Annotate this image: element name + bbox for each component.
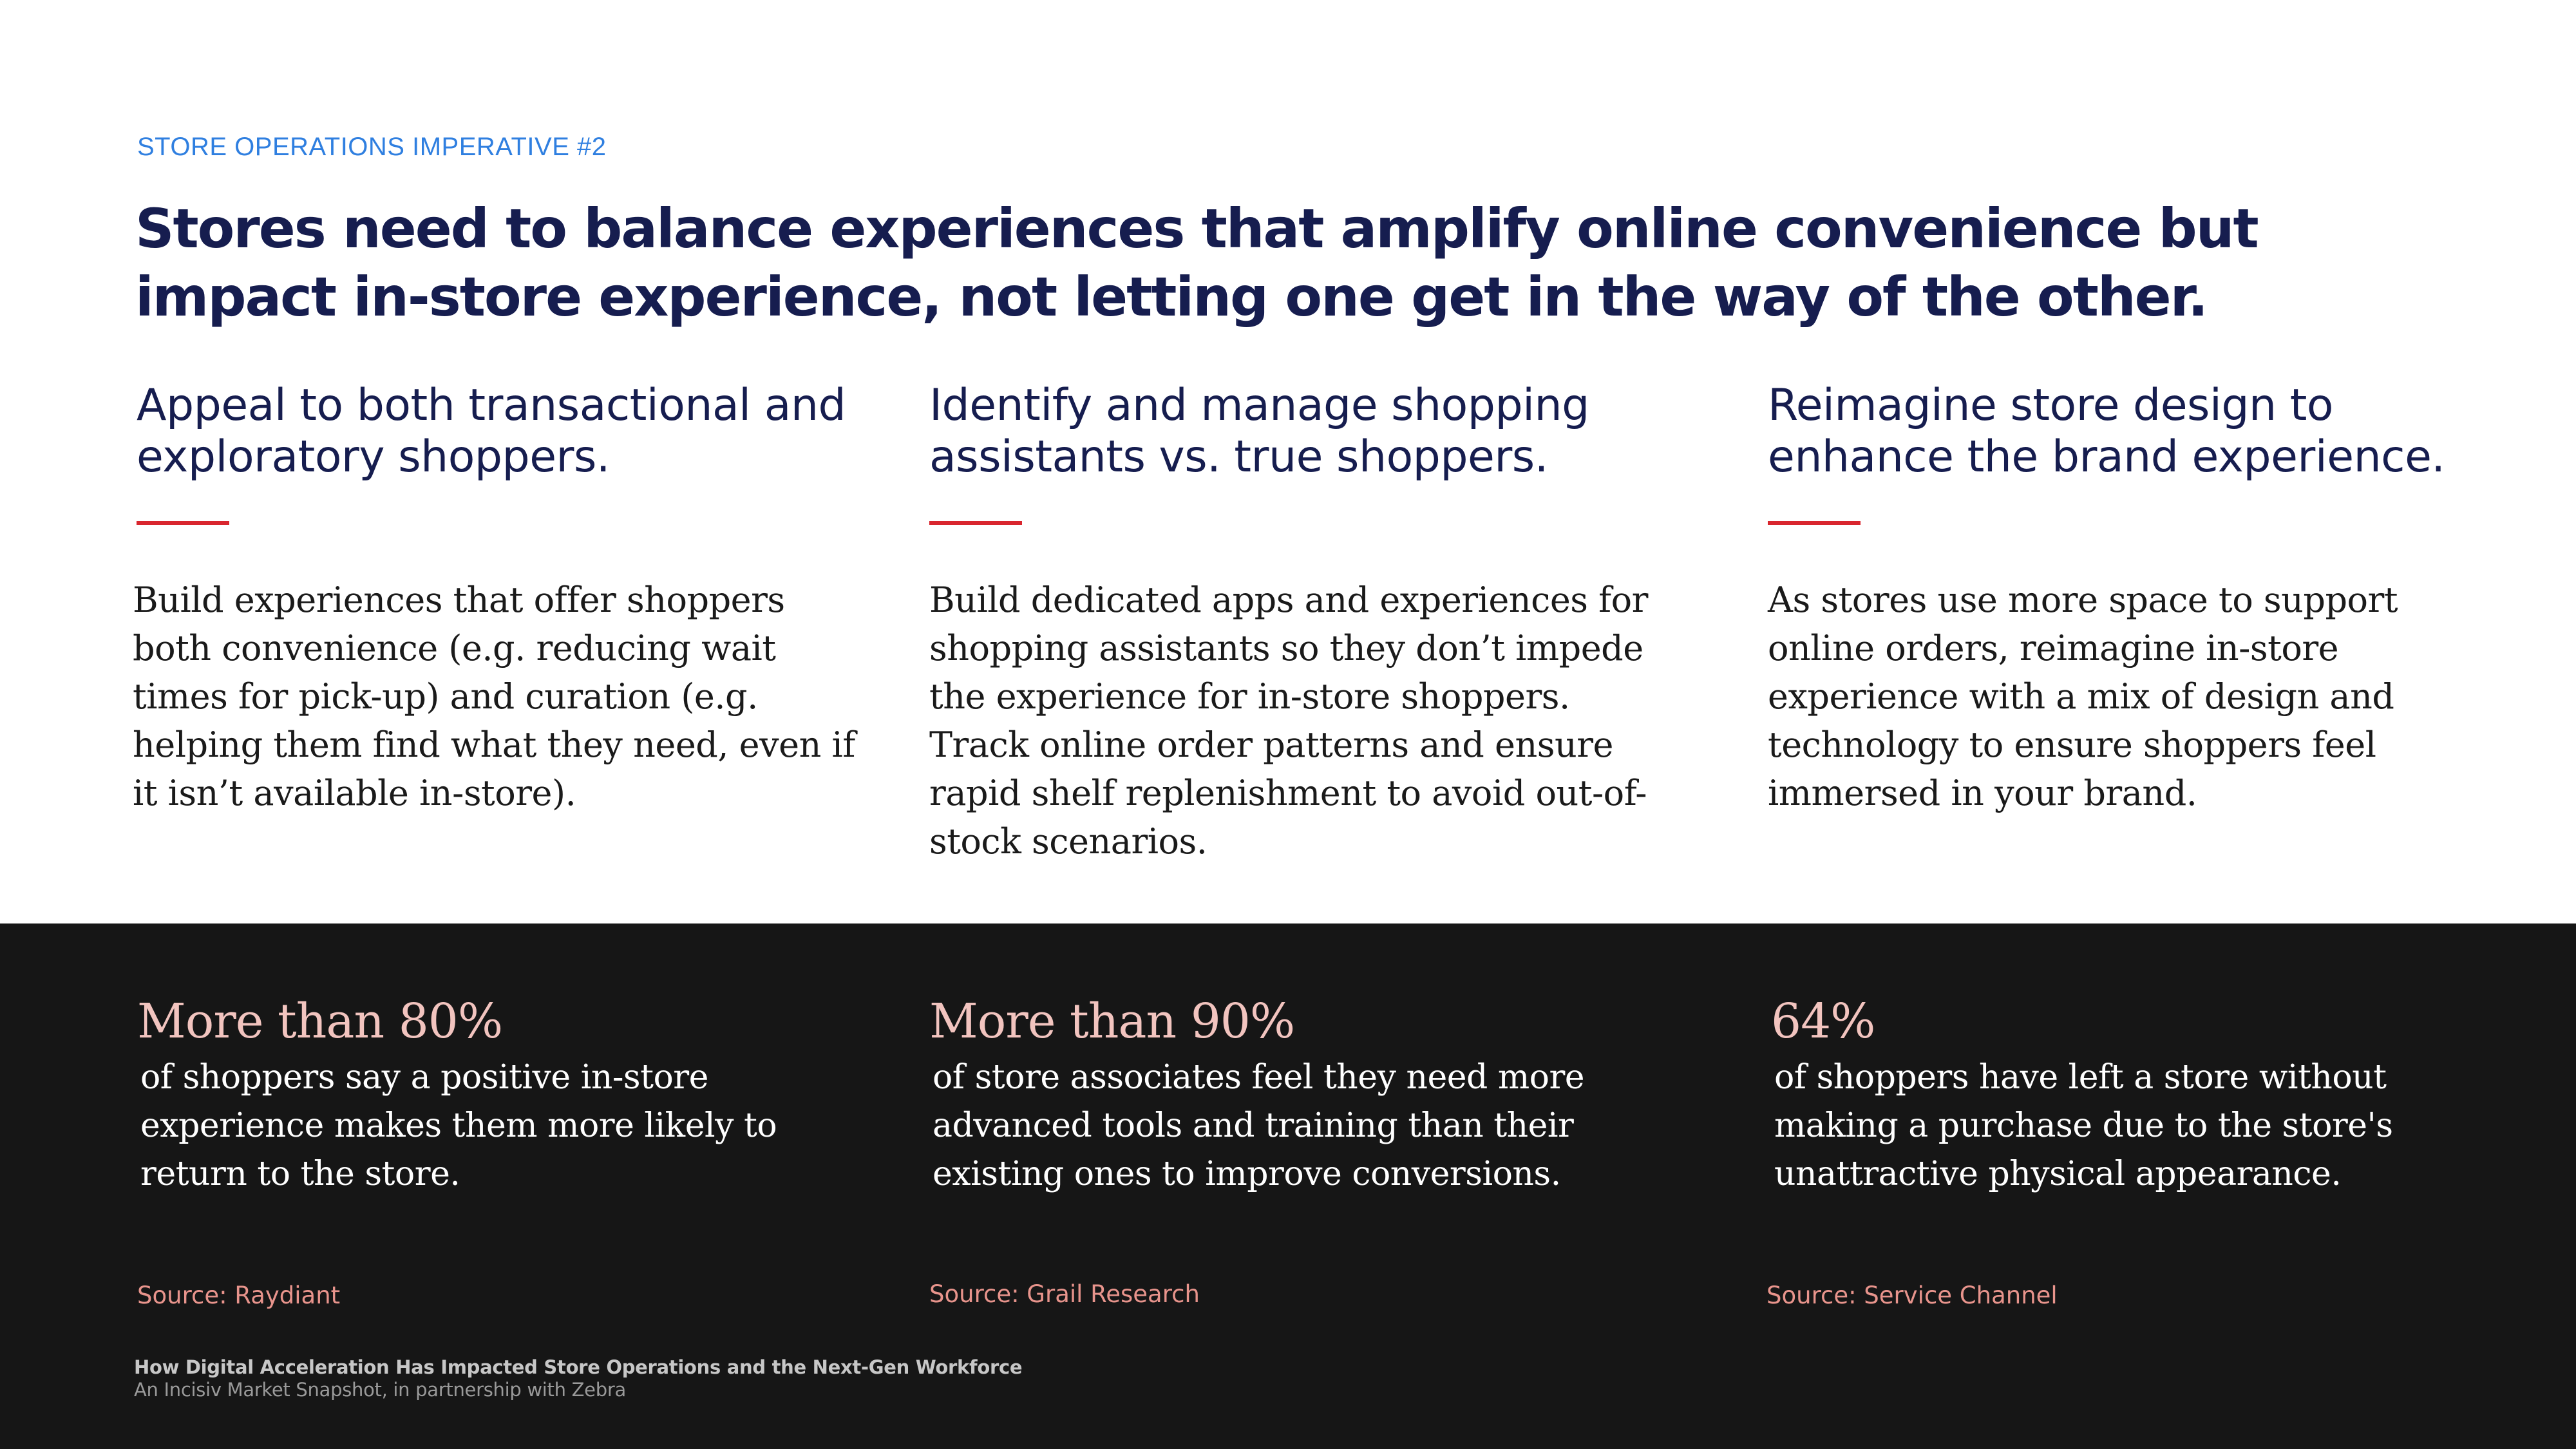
stat-value: More than 80% xyxy=(137,994,503,1049)
stat-source: Source: Grail Research xyxy=(929,1280,1200,1308)
stat-description: of shoppers have left a store without ma… xyxy=(1774,1058,2393,1193)
stat-description: of shoppers say a positive in-store expe… xyxy=(140,1058,777,1193)
stat-block-1: More than 80% of shoppers say a positive… xyxy=(137,990,878,1198)
red-divider xyxy=(1768,521,1861,525)
column-body: Build experiences that offer shoppers bo… xyxy=(133,580,855,813)
stat-description: of store associates feel they need more … xyxy=(933,1058,1585,1193)
footer-subtitle: An Incisiv Market Snapshot, in partnersh… xyxy=(134,1379,626,1401)
imperative-column-2: Identify and manage shopping assistants … xyxy=(929,380,1670,866)
imperative-column-3: Reimagine store design to enhance the br… xyxy=(1768,380,2502,817)
red-divider xyxy=(137,521,229,525)
footer-report-title: How Digital Acceleration Has Impacted St… xyxy=(134,1356,1023,1378)
column-heading: Reimagine store design to enhance the br… xyxy=(1768,380,2445,482)
column-heading: Identify and manage shopping assistants … xyxy=(929,380,1589,482)
stats-band xyxy=(0,923,2576,1449)
imperative-column-1: Appeal to both transactional and explora… xyxy=(133,380,864,817)
stat-block-3: 64% of shoppers have left a store withou… xyxy=(1771,990,2505,1198)
column-heading: Appeal to both transactional and explora… xyxy=(137,380,846,482)
column-body: As stores use more space to support onli… xyxy=(1768,580,2398,813)
stat-value: 64% xyxy=(1771,994,1875,1049)
stat-block-2: More than 90% of store associates feel t… xyxy=(929,990,1670,1198)
column-body: Build dedicated apps and experiences for… xyxy=(929,580,1648,862)
stat-source: Source: Service Channel xyxy=(1766,1282,2058,1309)
red-divider xyxy=(929,521,1022,525)
stat-value: More than 90% xyxy=(929,994,1295,1049)
section-eyebrow: STORE OPERATIONS IMPERATIVE #2 xyxy=(137,133,607,161)
stat-source: Source: Raydiant xyxy=(137,1282,341,1309)
page-headline: Stores need to balance experiences that … xyxy=(135,197,2259,328)
